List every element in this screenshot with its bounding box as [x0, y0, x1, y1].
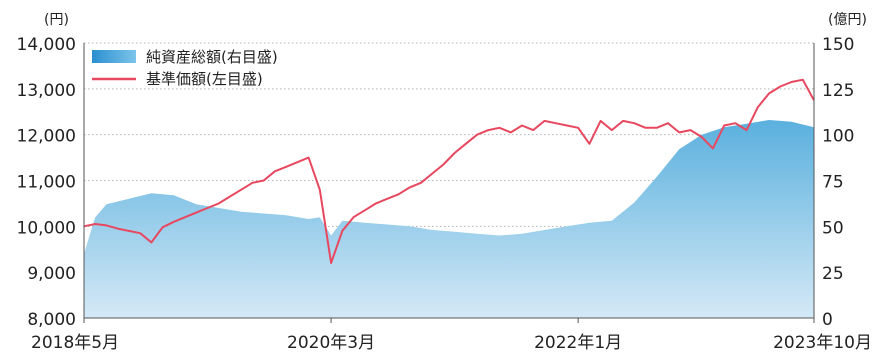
left-tick-label: 10,000: [17, 218, 76, 238]
right-tick-label: 0: [822, 310, 833, 330]
x-tick-label: 2018年5月: [31, 333, 119, 353]
right-tick-label: 125: [822, 81, 854, 101]
right-axis-unit: (億円): [828, 12, 867, 28]
left-tick-label: 14,000: [17, 35, 76, 55]
legend-swatch-net-assets: [92, 50, 136, 63]
right-tick-label: 25: [822, 264, 844, 284]
legend-label-net-assets: 純資産総額(右目盛): [146, 48, 278, 66]
net-assets-area: [84, 120, 814, 318]
right-tick-label: 150: [822, 35, 854, 55]
nav-price-line: [83, 78, 815, 264]
x-tick-label: 2023年10月: [773, 333, 872, 353]
left-tick-label: 12,000: [17, 127, 76, 147]
right-tick-label: 100: [822, 127, 854, 147]
legend: 純資産総額(右目盛) 基準価額(左目盛): [92, 48, 278, 88]
left-tick-label: 13,000: [17, 81, 76, 101]
x-tick-label: 2020年3月: [287, 333, 375, 353]
left-tick-label: 9,000: [27, 264, 76, 284]
left-tick-label: 11,000: [17, 173, 76, 193]
left-tick-label: 8,000: [27, 310, 76, 330]
right-tick-label: 50: [822, 218, 844, 238]
axes: 8,000 0 9,000 25 10,000 50 11,000 75 12,000 100 13…: [17, 35, 872, 353]
legend-label-nav-price: 基準価額(左目盛): [146, 70, 263, 88]
right-tick-label: 75: [822, 173, 844, 193]
x-tick-label: 2022年1月: [534, 333, 622, 353]
left-axis-unit: (円): [44, 12, 69, 28]
